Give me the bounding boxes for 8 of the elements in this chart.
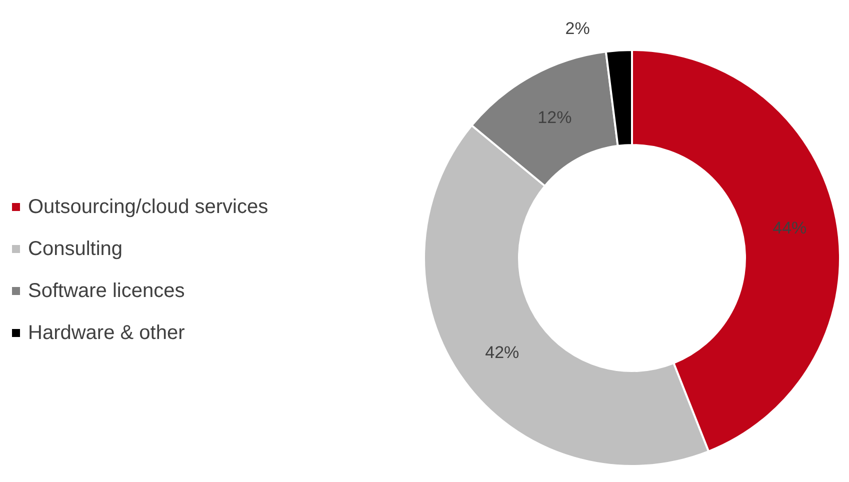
legend-label: Outsourcing/cloud services — [28, 195, 268, 220]
data-label: 2% — [565, 18, 590, 38]
data-label: 42% — [485, 342, 520, 362]
data-label: 44% — [772, 218, 807, 238]
legend-label: Consulting — [28, 237, 123, 262]
legend-label: Software licences — [28, 279, 185, 304]
data-label: 12% — [538, 108, 572, 127]
legend-label: Hardware & other — [28, 321, 185, 346]
